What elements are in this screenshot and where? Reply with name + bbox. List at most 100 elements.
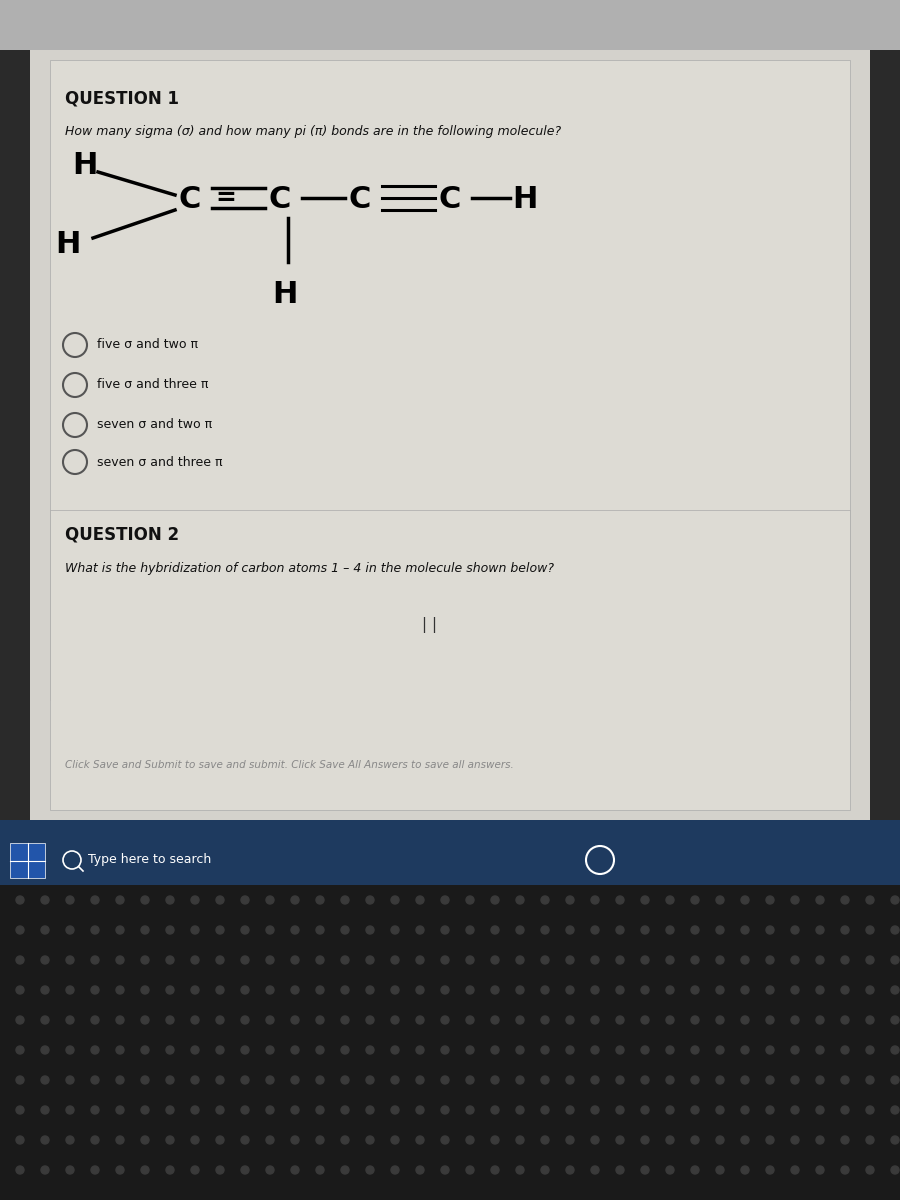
Circle shape <box>491 956 499 964</box>
Circle shape <box>666 986 674 994</box>
Circle shape <box>591 1076 599 1084</box>
Circle shape <box>766 986 774 994</box>
Circle shape <box>166 1046 174 1054</box>
Circle shape <box>341 1076 349 1084</box>
Circle shape <box>716 926 724 934</box>
Circle shape <box>141 1136 149 1144</box>
Circle shape <box>116 1166 124 1174</box>
Circle shape <box>541 1136 549 1144</box>
Circle shape <box>341 926 349 934</box>
Circle shape <box>866 1106 874 1114</box>
Circle shape <box>216 926 224 934</box>
Circle shape <box>391 1136 399 1144</box>
Circle shape <box>616 956 624 964</box>
Circle shape <box>116 956 124 964</box>
Circle shape <box>666 896 674 904</box>
Circle shape <box>316 896 324 904</box>
Circle shape <box>391 986 399 994</box>
Circle shape <box>216 896 224 904</box>
Circle shape <box>241 1076 249 1084</box>
Text: C: C <box>268 186 291 215</box>
Circle shape <box>541 1166 549 1174</box>
Circle shape <box>391 896 399 904</box>
Circle shape <box>41 896 49 904</box>
Circle shape <box>391 956 399 964</box>
Text: | |: | | <box>422 617 437 634</box>
Circle shape <box>116 1016 124 1024</box>
Circle shape <box>16 1106 24 1114</box>
Circle shape <box>266 1076 274 1084</box>
Circle shape <box>891 1076 899 1084</box>
Circle shape <box>466 926 474 934</box>
Circle shape <box>41 1136 49 1144</box>
Circle shape <box>266 1046 274 1054</box>
Circle shape <box>666 1136 674 1144</box>
Circle shape <box>241 1046 249 1054</box>
Circle shape <box>641 1136 649 1144</box>
Circle shape <box>791 956 799 964</box>
Circle shape <box>41 1046 49 1054</box>
Circle shape <box>666 1106 674 1114</box>
Circle shape <box>16 986 24 994</box>
Circle shape <box>566 956 574 964</box>
Circle shape <box>391 926 399 934</box>
Circle shape <box>441 1076 449 1084</box>
Circle shape <box>91 956 99 964</box>
Circle shape <box>66 1016 74 1024</box>
Circle shape <box>891 1016 899 1024</box>
Circle shape <box>91 1166 99 1174</box>
Circle shape <box>266 986 274 994</box>
Circle shape <box>816 986 824 994</box>
Circle shape <box>891 926 899 934</box>
Circle shape <box>416 1076 424 1084</box>
Circle shape <box>391 1076 399 1084</box>
Circle shape <box>591 896 599 904</box>
Circle shape <box>441 1016 449 1024</box>
Circle shape <box>641 986 649 994</box>
Circle shape <box>166 926 174 934</box>
Circle shape <box>891 986 899 994</box>
Circle shape <box>541 1046 549 1054</box>
Circle shape <box>341 986 349 994</box>
Circle shape <box>741 1106 749 1114</box>
Circle shape <box>466 956 474 964</box>
Circle shape <box>341 896 349 904</box>
Text: =: = <box>215 186 236 210</box>
Circle shape <box>441 896 449 904</box>
Circle shape <box>516 1076 524 1084</box>
Circle shape <box>616 896 624 904</box>
Text: Click Save and Submit to save and submit. Click Save All Answers to save all ans: Click Save and Submit to save and submit… <box>65 760 514 770</box>
Circle shape <box>216 986 224 994</box>
Circle shape <box>16 1046 24 1054</box>
Circle shape <box>116 1136 124 1144</box>
Circle shape <box>716 1076 724 1084</box>
Circle shape <box>91 896 99 904</box>
Text: seven σ and two π: seven σ and two π <box>97 419 212 432</box>
Circle shape <box>541 1106 549 1114</box>
Circle shape <box>741 1136 749 1144</box>
Circle shape <box>466 1106 474 1114</box>
Circle shape <box>191 1136 199 1144</box>
Circle shape <box>41 1166 49 1174</box>
Circle shape <box>166 1076 174 1084</box>
Circle shape <box>41 986 49 994</box>
Circle shape <box>641 956 649 964</box>
Circle shape <box>741 956 749 964</box>
Circle shape <box>516 1046 524 1054</box>
Text: C: C <box>348 186 371 215</box>
Circle shape <box>516 896 524 904</box>
Circle shape <box>841 926 849 934</box>
Circle shape <box>41 1106 49 1114</box>
Circle shape <box>716 1106 724 1114</box>
Circle shape <box>591 1016 599 1024</box>
Circle shape <box>816 1016 824 1024</box>
Circle shape <box>416 986 424 994</box>
Circle shape <box>116 1106 124 1114</box>
Text: Type here to search: Type here to search <box>88 852 212 865</box>
Circle shape <box>291 1136 299 1144</box>
Circle shape <box>666 1016 674 1024</box>
Circle shape <box>491 896 499 904</box>
Circle shape <box>291 956 299 964</box>
Text: five σ and two π: five σ and two π <box>97 338 198 352</box>
Circle shape <box>366 1076 374 1084</box>
